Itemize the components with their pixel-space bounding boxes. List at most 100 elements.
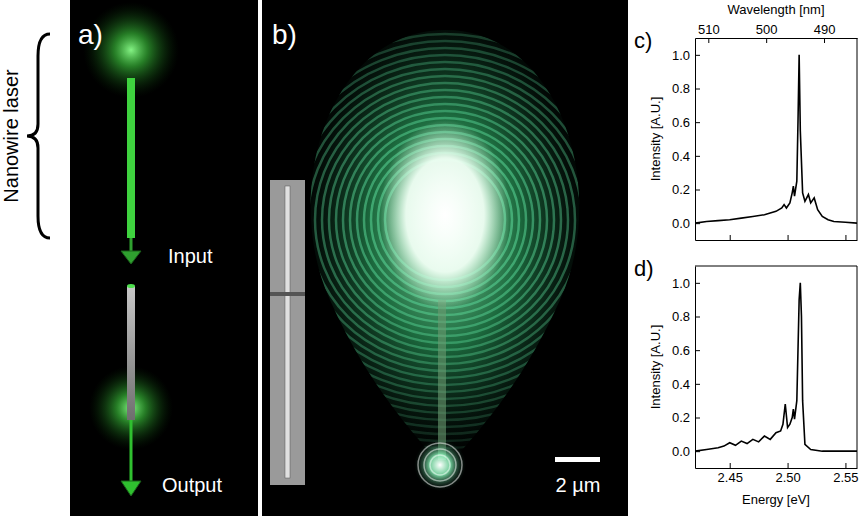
tick-label: 1.0 (672, 275, 690, 290)
tick-mark (845, 463, 846, 468)
tick-mark (845, 235, 846, 240)
glow (295, 0, 595, 460)
ring (322, 97, 568, 343)
tick (845, 235, 846, 240)
axis-line (695, 39, 696, 241)
tick: 2.50 (775, 463, 800, 485)
tick-label: 510 (698, 22, 720, 37)
tick-label: 2.55 (833, 470, 858, 485)
sem-gap (270, 292, 305, 296)
tick: 0.2 (672, 410, 700, 425)
tick-mark (824, 38, 825, 43)
tick: 490 (814, 22, 836, 43)
axis-title: Energy [eV] (742, 492, 810, 507)
axis (696, 235, 858, 241)
panel-label: a) (78, 19, 103, 50)
ring (424, 449, 456, 481)
tick-label: 500 (756, 22, 778, 37)
tick-mark (695, 122, 700, 123)
scale-bar (555, 457, 600, 462)
axis-line (696, 468, 858, 469)
axis: 510 500 490 (696, 22, 858, 43)
tick-mark (695, 317, 700, 318)
tick: 500 (756, 22, 778, 43)
tick-mark (695, 156, 700, 157)
wire-end (127, 284, 135, 288)
tick-label: 0.6 (672, 343, 690, 358)
spectrum-line (695, 283, 857, 451)
ring (343, 118, 547, 322)
tick-label: 1.0 (672, 47, 690, 62)
panel-background (262, 0, 628, 516)
spectrum-line (695, 55, 857, 223)
tick-mark (730, 235, 731, 240)
chart-panel: 0.00.20.40.60.81.0510500490Intensity [A.… (634, 2, 858, 241)
arrow-head (121, 251, 141, 264)
plot-area (695, 283, 857, 451)
tick (730, 235, 731, 240)
tick-mark (695, 350, 700, 351)
figure: a)InputOutputNanowire laser2 µmb)0.00.20… (0, 0, 864, 516)
tick-mark (788, 235, 789, 240)
panel-label: b) (272, 19, 297, 50)
tick-label: 0.8 (672, 309, 690, 324)
tick: 2.55 (833, 463, 858, 485)
tick-label: 0.4 (672, 376, 690, 391)
tick-mark (695, 55, 700, 56)
tick-label: 2.50 (775, 470, 800, 485)
nanowire-laser (127, 78, 135, 238)
ring (336, 111, 554, 329)
axis: 0.0 0.2 0.4 0.6 0.8 1.0 (672, 267, 700, 469)
tick-label: 490 (814, 22, 836, 37)
tick: 0.8 (672, 81, 700, 96)
bracket-label: Nanowire laser (0, 69, 22, 203)
tick: 510 (698, 22, 720, 43)
tick-label: 0.8 (672, 81, 690, 96)
tick: 0.4 (672, 148, 700, 163)
ring (418, 443, 462, 487)
tick-label: 0.6 (672, 115, 690, 130)
panel-label: c) (634, 28, 652, 53)
tick: 0.6 (672, 343, 700, 358)
tick-label: 2.45 (718, 470, 743, 485)
panel-b: 2 µm b) (217, 0, 673, 516)
label: Input (168, 245, 213, 267)
tick-mark (695, 89, 700, 90)
plot-area (695, 55, 857, 223)
tick-label: 0.2 (672, 410, 690, 425)
axis-line (696, 38, 858, 39)
bright-spot (380, 120, 510, 310)
panel-label: d) (634, 256, 654, 281)
tick-label: 0.4 (672, 148, 690, 163)
tick: 1.0 (672, 47, 700, 62)
axis-line (696, 240, 858, 241)
panel-a: a) Input Output Nanowire laser (0, 0, 258, 516)
axis-title: Intensity [A.U.] (648, 97, 663, 182)
label: Output (162, 474, 222, 496)
tick-mark (695, 190, 700, 191)
tick: 0.2 (672, 182, 700, 197)
tick (788, 235, 789, 240)
tick-mark (708, 38, 709, 43)
tick: 1.0 (672, 275, 700, 290)
tick: 0.6 (672, 115, 700, 130)
frame (695, 266, 857, 267)
nanowire-trace (438, 300, 446, 460)
tick-mark (695, 283, 700, 284)
output-spot (414, 439, 466, 491)
tick-mark (766, 38, 767, 43)
bracket (27, 34, 50, 238)
tick-mark (695, 418, 700, 419)
scale-bar-label: 2 µm (556, 474, 601, 496)
axis: 0.00.20.40.60.81.0 (672, 39, 700, 241)
tick-label: 0.0 (672, 444, 690, 459)
axis: 2.45 2.50 2.55 (696, 463, 859, 485)
sem-wire (285, 186, 290, 478)
axis-line (695, 267, 696, 469)
tick: 0.8 (672, 309, 700, 324)
panel-background (70, 0, 258, 516)
tick-mark (730, 463, 731, 468)
tick: 2.45 (718, 463, 743, 485)
frame (857, 266, 858, 468)
chart-panel: 2.452.502.550.00.20.40.60.81.0Intensity … (634, 256, 859, 507)
